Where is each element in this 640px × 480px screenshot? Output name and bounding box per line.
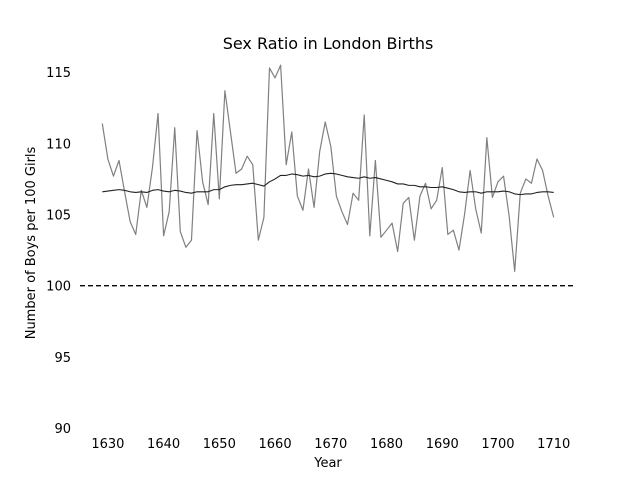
y-axis-ticks: 90 95 100 105 110 115 [46,66,71,437]
y-tick-label: 95 [54,351,71,366]
x-tick-label: 1680 [370,437,403,452]
y-tick-label: 105 [46,209,71,224]
series-line-2 [102,172,554,196]
x-axis-ticks: 1630 1640 1650 1660 1670 1680 1690 1700 1710 [91,437,570,452]
y-tick-label: 100 [46,280,71,295]
x-axis-label: Year [313,456,342,471]
x-tick-label: 1670 [314,437,347,452]
y-axis-label: Number of Boys per 100 Girls [24,146,39,339]
x-tick-label: 1710 [537,437,570,452]
series-line-1 [101,64,555,273]
y-tick-label: 115 [46,66,71,81]
y-tick-label: 110 [46,137,71,152]
x-tick-label: 1660 [259,437,292,452]
x-tick-label: 1700 [481,437,514,452]
x-tick-label: 1690 [426,437,459,452]
x-tick-label: 1650 [203,437,236,452]
plot-area [80,64,576,287]
x-tick-label: 1630 [91,437,124,452]
y-tick-label: 90 [54,422,71,437]
chart-title: Sex Ratio in London Births [223,34,434,53]
x-tick-label: 1640 [147,437,180,452]
